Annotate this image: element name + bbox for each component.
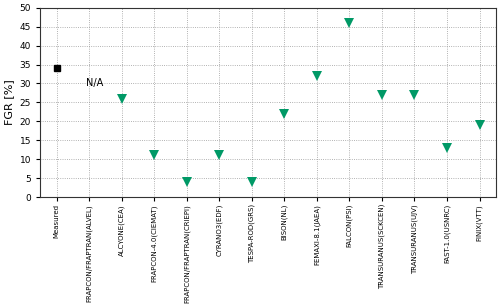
Y-axis label: FGR [%]: FGR [%] xyxy=(4,80,14,125)
Text: N/A: N/A xyxy=(86,78,103,88)
